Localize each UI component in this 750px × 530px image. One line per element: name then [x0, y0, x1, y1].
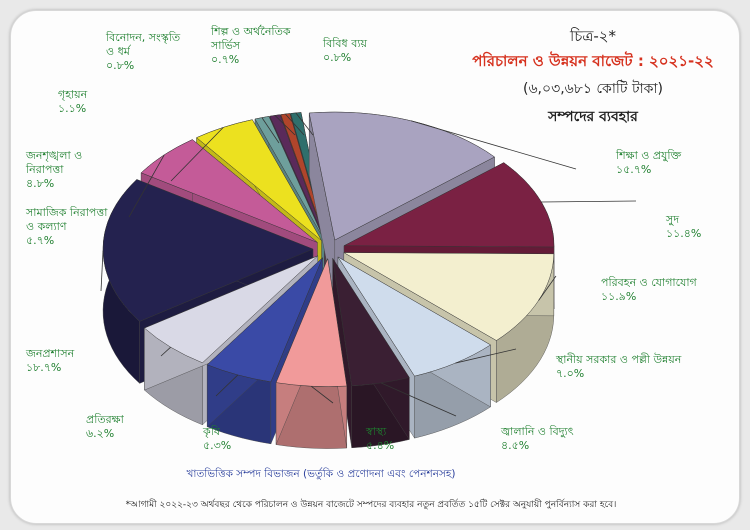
slice-label: বিনোদন, সংস্কৃতি ও ধর্ম ০.৮%: [105, 31, 181, 72]
chart-title: পরিচালন ও উন্নয়ন বাজেট : ২০২১-২২: [472, 51, 714, 70]
slice-top: [332, 258, 410, 387]
chart-subtitle: (৬,০৩,৬৮১ কোটি টাকা): [523, 80, 663, 97]
slice-labels: শিক্ষা ও প্রযুক্তি ১৫.৭% সুদ ১১.৪% পরিবহন ও …: [25, 25, 701, 452]
slice-label: কৃষি ৫.৩%: [202, 425, 231, 452]
slice-label: গৃহায়ন ১.১%: [58, 88, 88, 115]
slice-label: শিক্ষা ও প্রযুক্তি ১৫.৭%: [615, 149, 682, 176]
slice-label: জনপ্রশাসন ১৮.৭%: [25, 347, 75, 374]
leader-line: [285, 113, 305, 136]
slice-label: জনশৃঙ্খলা ও নিরাপত্তা ৪.৮%: [25, 149, 82, 190]
leader-line: [295, 112, 314, 136]
figure-label: চিত্র-২*: [569, 27, 617, 45]
slice-label: জ্বালানি ও বিদ্যুৎ ৪.৫%: [500, 425, 574, 452]
leader-line: [455, 348, 517, 364]
leader-line: [100, 250, 104, 292]
chart-card: চিত্র-২* পরিচালন ও উন্নয়ন বাজেট : ২০২১-…: [10, 10, 740, 524]
slice-label: স্থানীয় সরকার ও পল্লী উন্নয়ন ৭.০%: [555, 353, 682, 380]
leader-line: [170, 127, 224, 182]
slice-top: [343, 162, 555, 248]
leader-line: [541, 200, 637, 203]
leader-line: [160, 346, 171, 357]
leader-line: [215, 374, 239, 397]
slice-label: পরিবহন ও যোগাযোগ ১১.৯%: [601, 276, 698, 303]
leader-line: [410, 120, 577, 170]
leader-line: [380, 382, 457, 417]
slice-top: [280, 113, 327, 240]
slice-label: সুদ ১১.৪%: [665, 213, 701, 240]
slice-label: সামাজিক নিরাপত্তা ও কল্যাণ ৫.৭%: [25, 206, 108, 247]
slice-top: [275, 257, 348, 387]
slice-top: [102, 179, 314, 322]
slice-label: বিবিধ ব্যয় ০.৮%: [322, 37, 368, 64]
leader-line: [261, 117, 280, 144]
slice-top: [308, 111, 496, 241]
slice-top: [143, 255, 318, 364]
leader-line: [538, 275, 557, 301]
pie-slice: [275, 257, 348, 449]
pie-slice: [332, 257, 410, 449]
footnote: *আগামী ২০২২-২৩ অর্থবছর থেকে পরিচালন ও উন…: [126, 498, 617, 510]
pie-slices: [102, 111, 555, 449]
slice-label: প্রতিরক্ষা ৬.২%: [86, 413, 125, 440]
slice-label: শিল্প ও অর্থনৈতিক সার্ভিস ০.৭%: [210, 25, 291, 66]
leader-line: [310, 385, 334, 404]
pie-chart: চিত্র-২* পরিচালন ও উন্নয়ন বাজেট : ২০২১-…: [25, 25, 714, 510]
leader-line: [128, 154, 165, 218]
slice-label: স্বাস্থ্য ৫.৪%: [365, 425, 394, 452]
leader-line: [274, 115, 296, 136]
chart-caption: খাতভিত্তিক সম্পদ বিভাজন (ভর্তুকি ও প্রণো…: [186, 467, 455, 480]
chart-subtitle-2: সম্পদের ব্যবহার: [547, 109, 639, 125]
